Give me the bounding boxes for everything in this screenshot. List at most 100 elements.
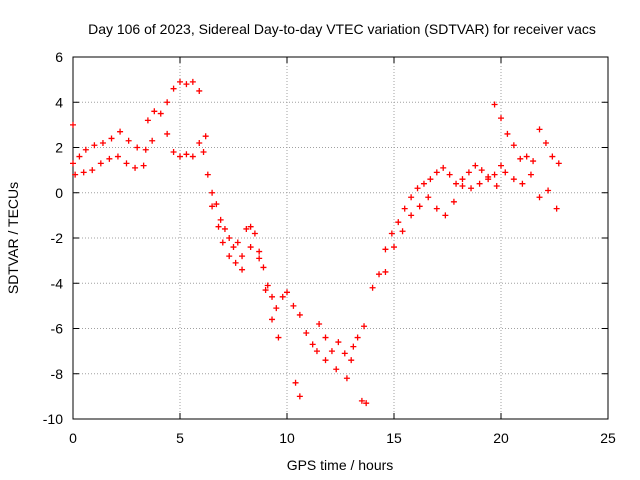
data-point xyxy=(414,185,421,192)
data-point xyxy=(256,255,263,262)
data-point xyxy=(247,244,254,251)
data-point xyxy=(132,164,139,171)
data-point xyxy=(183,151,190,158)
data-point xyxy=(517,155,524,162)
data-point xyxy=(504,130,511,137)
data-point xyxy=(395,219,402,226)
data-point xyxy=(536,194,543,201)
data-point xyxy=(269,293,276,300)
data-point xyxy=(144,117,151,124)
data-point xyxy=(219,239,226,246)
data-point xyxy=(232,259,239,266)
y-tick-label: -8 xyxy=(51,366,64,382)
data-point xyxy=(549,153,556,160)
data-point xyxy=(215,223,222,230)
data-point xyxy=(82,146,89,153)
data-point xyxy=(196,139,203,146)
data-point xyxy=(542,139,549,146)
data-point xyxy=(498,162,504,169)
data-point xyxy=(416,203,423,210)
data-point xyxy=(269,316,276,323)
y-tick-label: 0 xyxy=(55,185,63,201)
data-point xyxy=(333,366,340,373)
data-point xyxy=(350,343,357,350)
data-point xyxy=(89,167,96,174)
data-point xyxy=(164,130,171,137)
data-point xyxy=(296,311,303,318)
x-tick-label: 10 xyxy=(279,430,295,446)
data-point xyxy=(170,85,177,92)
y-tick-label: -4 xyxy=(51,275,64,291)
data-point xyxy=(427,176,434,183)
data-point xyxy=(450,198,457,205)
data-point xyxy=(440,164,447,171)
y-tick-label: 4 xyxy=(55,94,63,110)
y-tick-label: -2 xyxy=(51,230,64,246)
y-tick-label: -6 xyxy=(51,321,64,337)
data-point xyxy=(354,334,361,341)
data-point xyxy=(442,212,449,219)
data-point xyxy=(303,330,310,337)
data-point xyxy=(202,133,209,140)
data-point xyxy=(446,171,453,178)
data-point xyxy=(234,239,241,246)
data-point xyxy=(382,246,389,253)
data-point xyxy=(401,205,408,212)
data-point xyxy=(99,139,106,146)
data-point xyxy=(262,287,269,294)
data-point xyxy=(209,203,216,210)
data-point xyxy=(151,108,158,115)
data-point xyxy=(290,302,297,309)
data-point xyxy=(408,194,415,201)
data-point xyxy=(149,137,156,144)
data-point xyxy=(491,171,498,178)
data-point xyxy=(468,185,475,192)
data-point xyxy=(114,153,121,160)
data-point xyxy=(230,244,237,251)
data-point xyxy=(459,176,466,183)
x-axis-label: GPS time / hours xyxy=(287,457,394,473)
data-point xyxy=(279,293,286,300)
data-point xyxy=(476,180,483,187)
data-point xyxy=(335,339,342,346)
data-point xyxy=(498,115,504,122)
data-point xyxy=(177,153,183,160)
data-point xyxy=(200,149,207,156)
data-point xyxy=(376,271,383,278)
y-tick-label: -10 xyxy=(43,411,63,427)
data-point xyxy=(343,375,350,382)
data-point xyxy=(70,160,76,167)
data-point xyxy=(247,223,254,230)
data-point xyxy=(108,135,115,142)
data-point xyxy=(292,379,299,386)
data-point xyxy=(493,182,500,189)
data-point xyxy=(123,160,130,167)
data-point xyxy=(399,228,406,235)
data-point xyxy=(256,248,263,255)
data-point xyxy=(140,162,147,169)
data-point xyxy=(204,171,211,178)
x-tick-label: 0 xyxy=(69,430,77,446)
x-tick-label: 20 xyxy=(493,430,509,446)
data-point xyxy=(209,189,216,196)
data-point xyxy=(226,253,233,260)
data-point xyxy=(243,225,250,232)
data-points xyxy=(70,78,562,407)
data-point xyxy=(170,149,177,156)
data-point xyxy=(316,320,323,327)
data-point xyxy=(485,176,492,183)
data-point xyxy=(134,144,141,151)
data-point xyxy=(142,146,149,153)
data-point xyxy=(388,230,395,237)
data-point xyxy=(472,162,479,169)
data-point xyxy=(465,169,472,176)
data-point xyxy=(478,167,485,174)
data-point xyxy=(555,160,562,167)
x-tick-labels: 0 5 10 15 20 25 xyxy=(69,430,616,446)
data-point xyxy=(510,176,517,183)
data-point xyxy=(296,393,303,400)
y-tick-label: 6 xyxy=(55,49,63,65)
data-point xyxy=(309,341,316,348)
data-point xyxy=(260,264,267,271)
